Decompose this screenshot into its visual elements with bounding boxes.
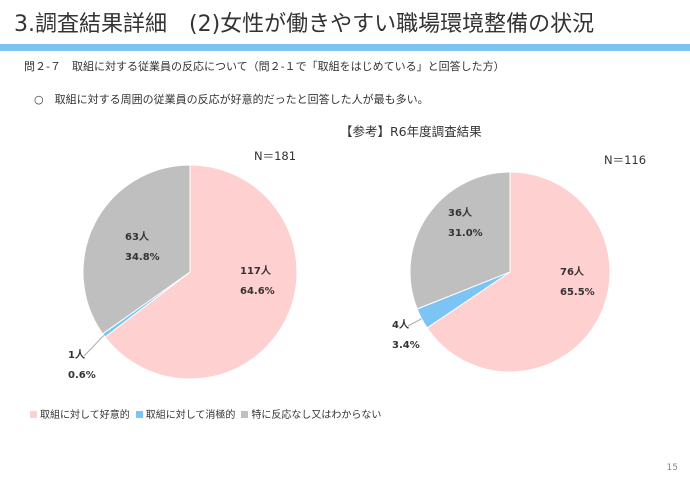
page-title: 3.調査結果詳細 (2)女性が働きやすい職場環境整備の状況 [14, 12, 595, 37]
reference-label: 【参考】R6年度調査結果 [340, 124, 482, 139]
title-divider [0, 44, 690, 51]
count-label-neutral: 36人 [448, 206, 473, 219]
question-text: 問２-７ 取組に対する従業員の反応について（問２-１で「取組をはじめている」と回… [24, 60, 505, 73]
percent-label-neutral: 34.8% [125, 252, 160, 263]
percent-label-neutral: 31.0% [448, 228, 483, 239]
pie-slice-positive [426, 171, 611, 373]
count-label-positive: 117人 [240, 264, 272, 277]
percent-label-positive: 65.5% [560, 287, 595, 298]
legend-item-positive: 取組に対して好意的 [30, 406, 130, 421]
legend-item-neutral: 特に反応なし又はわからない [241, 406, 381, 421]
pie-slice-neutral [409, 171, 511, 310]
count-label-positive: 76人 [560, 265, 585, 278]
percent-label-positive: 64.6% [240, 286, 275, 297]
count-label-neutral: 63人 [125, 230, 150, 243]
percent-label-negative: 3.4% [392, 340, 420, 351]
percent-label-negative: 0.6% [68, 370, 96, 381]
pie-slice-positive [104, 164, 298, 380]
leader-line [407, 318, 422, 327]
count-label-negative: 1人 [68, 348, 86, 361]
summary-note: ○ 取組に対する周囲の従業員の反応が好意的だったと回答した人が最も多い。 [34, 93, 429, 106]
n-label-reference: N＝116 [604, 153, 647, 167]
count-label-negative: 4人 [392, 318, 410, 331]
legend: 取組に対して好意的 取組に対して消極的 特に反応なし又はわからない [30, 406, 381, 421]
pie-slice-neutral [82, 164, 191, 335]
page-number: 15 [666, 463, 678, 473]
n-label-current: N＝181 [254, 149, 297, 163]
legend-item-negative: 取組に対して消極的 [135, 406, 235, 421]
leader-line [83, 335, 105, 357]
